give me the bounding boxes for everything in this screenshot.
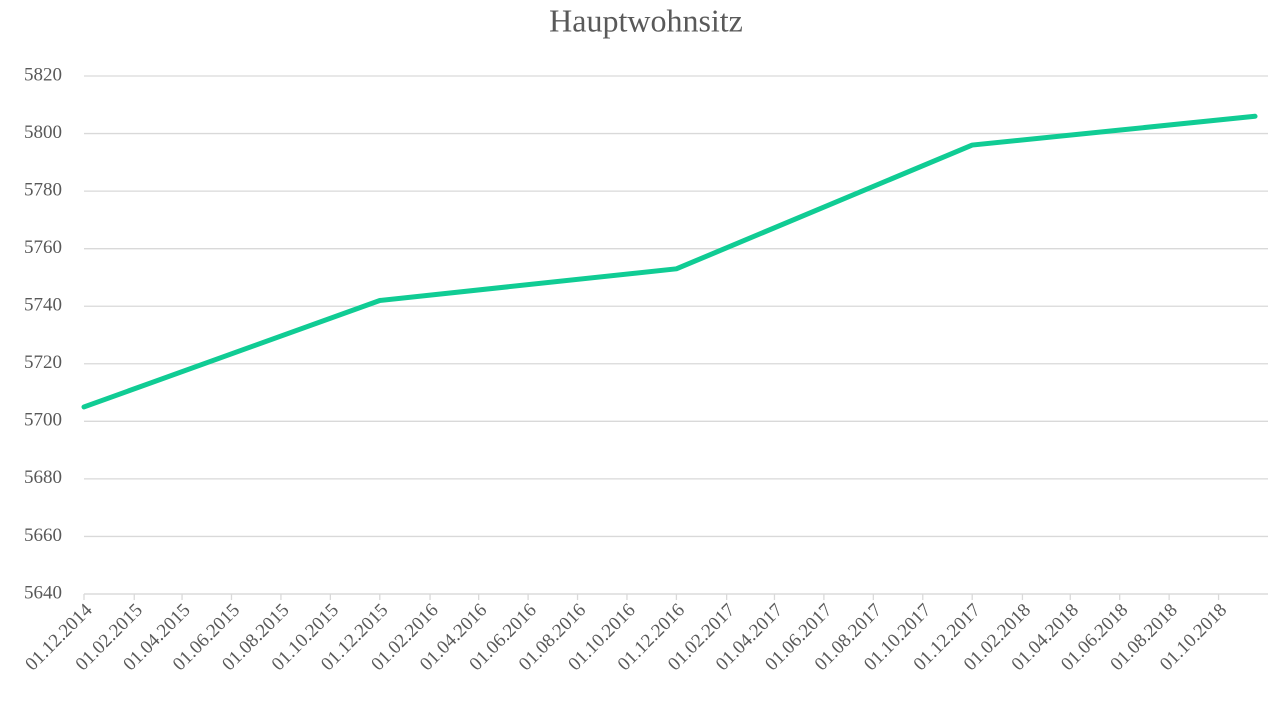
y-tick-label: 5740: [24, 295, 62, 316]
y-tick-label: 5760: [24, 237, 62, 258]
y-tick-label: 5720: [24, 352, 62, 373]
y-tick-label: 5660: [24, 525, 62, 546]
y-tick-label: 5780: [24, 179, 62, 200]
y-tick-label: 5680: [24, 467, 62, 488]
y-tick-label: 5640: [24, 582, 62, 603]
y-tick-label: 5820: [24, 64, 62, 85]
y-tick-label: 5700: [24, 410, 62, 431]
line: [81, 113, 1258, 410]
y-tick-label: 5800: [24, 122, 62, 143]
chart-title: Hauptwohnsitz: [549, 2, 743, 38]
